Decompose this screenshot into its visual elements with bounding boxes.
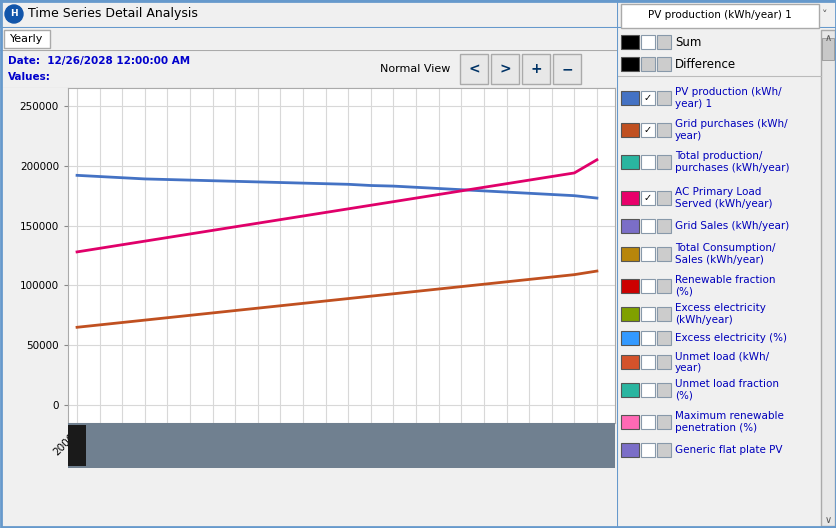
Text: ─: ─ xyxy=(764,7,772,21)
Bar xyxy=(620,383,638,397)
Bar xyxy=(620,355,638,369)
Bar xyxy=(656,91,670,105)
Text: Values:: Values: xyxy=(8,72,51,82)
Bar xyxy=(640,331,655,345)
Text: PV production (kWh/
year) 1: PV production (kWh/ year) 1 xyxy=(674,88,781,109)
Bar xyxy=(640,279,655,293)
Bar xyxy=(656,415,670,429)
FancyBboxPatch shape xyxy=(491,54,518,84)
Text: Unmet load (kWh/
year): Unmet load (kWh/ year) xyxy=(674,352,768,373)
Text: Grid Sales (kWh/year): Grid Sales (kWh/year) xyxy=(674,221,788,231)
Bar xyxy=(620,279,638,293)
Bar xyxy=(640,443,655,457)
Circle shape xyxy=(5,5,23,23)
FancyBboxPatch shape xyxy=(460,54,487,84)
Bar xyxy=(640,57,655,71)
Bar xyxy=(656,443,670,457)
Text: Renewable fraction
(%): Renewable fraction (%) xyxy=(674,276,775,297)
Text: ✕: ✕ xyxy=(808,7,819,21)
Text: H: H xyxy=(10,10,18,18)
Bar xyxy=(620,57,638,71)
Text: Date:  12/26/2028 12:00:00 AM: Date: 12/26/2028 12:00:00 AM xyxy=(8,55,190,65)
Bar xyxy=(640,155,655,169)
Bar xyxy=(620,331,638,345)
Text: PV production (kWh/year) 1: PV production (kWh/year) 1 xyxy=(647,10,791,20)
FancyBboxPatch shape xyxy=(4,30,50,48)
Text: Excess electricity
(kWh/year): Excess electricity (kWh/year) xyxy=(674,304,765,325)
Bar xyxy=(620,191,638,205)
Text: Unmet load fraction
(%): Unmet load fraction (%) xyxy=(674,380,778,401)
Bar xyxy=(640,247,655,261)
Bar xyxy=(68,425,86,466)
Text: ✓: ✓ xyxy=(643,125,651,135)
Text: ˅: ˅ xyxy=(821,10,827,20)
Text: +: + xyxy=(529,62,541,76)
Bar xyxy=(640,35,655,49)
Bar xyxy=(656,219,670,233)
Text: ✓: ✓ xyxy=(643,193,651,203)
Bar xyxy=(656,191,670,205)
Text: Excess electricity (%): Excess electricity (%) xyxy=(674,333,786,343)
Text: >: > xyxy=(498,62,510,76)
Text: □: □ xyxy=(785,7,797,21)
Bar xyxy=(640,415,655,429)
Text: Total production/
purchases (kWh/year): Total production/ purchases (kWh/year) xyxy=(674,152,788,173)
Bar xyxy=(656,35,670,49)
Text: Difference: Difference xyxy=(674,58,735,71)
Text: ∧: ∧ xyxy=(823,33,831,43)
Text: Total Consumption/
Sales (kWh/year): Total Consumption/ Sales (kWh/year) xyxy=(674,243,775,265)
Text: Sum: Sum xyxy=(674,35,701,49)
Bar xyxy=(656,123,670,137)
Text: <: < xyxy=(467,62,479,76)
Text: −: − xyxy=(560,62,572,76)
Bar xyxy=(640,191,655,205)
Bar xyxy=(620,307,638,321)
Bar xyxy=(656,155,670,169)
Bar xyxy=(620,35,638,49)
Text: AC Primary Load
Served (kWh/year): AC Primary Load Served (kWh/year) xyxy=(674,187,772,209)
Bar xyxy=(620,443,638,457)
Text: ✓: ✓ xyxy=(643,93,651,103)
Bar xyxy=(821,38,833,60)
Text: Generic flat plate PV: Generic flat plate PV xyxy=(674,445,782,455)
Bar xyxy=(640,307,655,321)
Text: Maximum renewable
penetration (%): Maximum renewable penetration (%) xyxy=(674,411,783,432)
Bar xyxy=(620,219,638,233)
Bar xyxy=(656,355,670,369)
FancyBboxPatch shape xyxy=(620,4,818,28)
Text: ∨: ∨ xyxy=(823,515,831,525)
Bar xyxy=(640,91,655,105)
Text: Normal View: Normal View xyxy=(380,64,450,74)
Text: Grid purchases (kWh/
year): Grid purchases (kWh/ year) xyxy=(674,119,787,140)
Bar xyxy=(640,355,655,369)
Bar xyxy=(656,279,670,293)
Bar xyxy=(620,247,638,261)
FancyBboxPatch shape xyxy=(553,54,580,84)
Bar xyxy=(656,57,670,71)
Bar xyxy=(656,331,670,345)
Bar xyxy=(640,383,655,397)
Bar xyxy=(820,30,834,526)
Bar xyxy=(620,415,638,429)
Bar xyxy=(656,307,670,321)
Bar xyxy=(656,247,670,261)
FancyBboxPatch shape xyxy=(522,54,549,84)
Bar xyxy=(620,91,638,105)
Bar xyxy=(620,155,638,169)
Bar xyxy=(656,383,670,397)
Bar xyxy=(620,123,638,137)
Text: Yearly: Yearly xyxy=(10,34,43,44)
Bar xyxy=(640,219,655,233)
Text: Time Series Detail Analysis: Time Series Detail Analysis xyxy=(28,7,197,21)
Bar xyxy=(640,123,655,137)
